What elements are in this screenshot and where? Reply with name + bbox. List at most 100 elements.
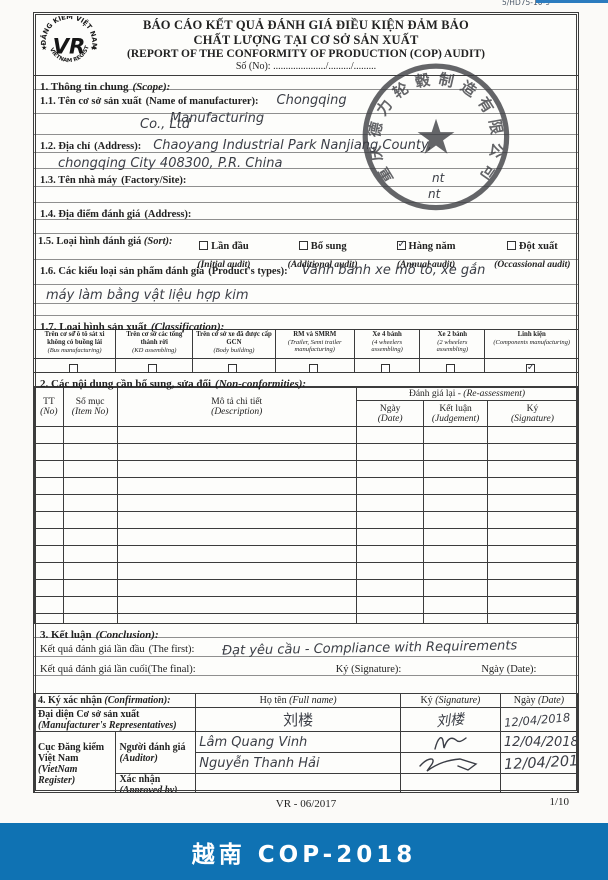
nonconformity-empty-row <box>34 477 578 495</box>
field-address: 1.2. Địa chỉ (Address): Chaoyang Industr… <box>34 135 578 153</box>
nonconformity-empty-row <box>34 511 578 529</box>
classification-col-trailer: RM và SMRM (Trailer, Semi trailer manufac… <box>275 330 355 359</box>
checkbox-initial-audit <box>199 241 209 250</box>
field-product-types-line2: máy làm bằng vật liệu hợp kim <box>34 285 578 304</box>
scan-edge-artifact <box>536 0 608 3</box>
approved-by-date <box>499 773 578 792</box>
col-header-description: Mô tả chi tiết (Description) <box>116 387 357 427</box>
field-product-types: 1.6. Các kiểu loại sản phẩm đánh giá (Pr… <box>34 260 578 285</box>
manufacturer-rep-signature: 刘楼 <box>399 707 501 732</box>
approved-by-signature <box>399 773 501 792</box>
doc-code: 5/HD75-10-9 <box>502 0 550 7</box>
col-header-reassessment: Đánh giá lại - (Re-assessment) <box>355 387 578 401</box>
section3-heading: 3. Kết luận (Conclusion): <box>34 624 578 641</box>
title-line3-en: (REPORT OF THE CONFORMITY OF PRODUCTION … <box>127 48 485 60</box>
nonconformity-empty-row <box>34 494 578 512</box>
auditor1-signature <box>399 731 501 753</box>
approved-by-label: Xác nhận (Approved by) <box>115 773 197 792</box>
field-audit-address: 1.4. Địa điểm đánh giá (Address): <box>34 203 578 220</box>
hw-product-types-2: máy làm bằng vật liệu hợp kim <box>46 288 249 303</box>
checkbox-annual-audit: ✓ <box>396 239 406 250</box>
page-number: 1/10 <box>549 796 569 808</box>
auditor1-date: 12/04/2018 <box>499 731 578 753</box>
hw-product-types-1: Vành banh xe mô tô, xe gắn <box>301 263 486 278</box>
sort-option-annual: ✓ Hàng năm (Annual audit) <box>396 239 456 270</box>
field-factory-site: 1.3. Tên nhà máy (Factory/Site): nt <box>34 169 578 187</box>
classification-table: Trên cơ sở ô tô sát xi không có buồng lá… <box>34 330 578 373</box>
col-header-date: Ngày (Date) <box>499 693 578 708</box>
confirmation-table: 4. Ký xác nhận (Confirmation): Họ tên (F… <box>34 693 578 792</box>
nonconformity-empty-row <box>34 562 578 580</box>
checkbox-additional-audit <box>298 241 308 250</box>
nonconformities-table: TT (No) Số mục (Item No) Mô tả chi tiết (De… <box>34 387 578 624</box>
vr-monogram: VR <box>53 35 86 60</box>
col-header-fullname: Họ tên (Full name) <box>195 693 401 708</box>
hw-manufacturer-1: Chongqing <box>276 93 347 108</box>
hw-nt-2: nt <box>428 187 441 201</box>
col-header-judgement: Kết luận (Judgement) <box>423 400 488 427</box>
signature-scribble-icon <box>434 736 468 750</box>
nonconformity-empty-row <box>34 528 578 546</box>
field-product-types-line3 <box>34 304 578 316</box>
manufacturer-rep-name: 刘楼 <box>195 707 401 732</box>
form-footer: VR - 06/2017 1/10 <box>33 796 579 810</box>
logo-star-left-icon: ★ <box>41 44 47 52</box>
nonconformity-empty-row <box>34 426 578 444</box>
auditor2-date: 12/04/2018 <box>499 752 578 774</box>
col-header-date: Ngày (Date) <box>355 400 425 427</box>
field-audit-sort: 1.5. Loại hình đánh giá (Sort): Lần đầu … <box>34 234 578 270</box>
auditor2-signature <box>399 752 501 774</box>
vietnam-register-logo: ĐĂNG KIỂM VIỆT NAM VIETNAM REGISTER ★ ★ … <box>40 16 98 64</box>
col-header-item: Số mục (Item No) <box>62 387 118 427</box>
nonconformity-empty-row <box>34 460 578 478</box>
auditor1-name: Lâm Quang Vinh <box>195 731 401 753</box>
section2-heading: 2. Các nội dung cần bổ sung, sửa đổi (No… <box>34 373 578 390</box>
nonconformity-empty-row <box>34 443 578 461</box>
checkbox-components: ✓ <box>525 362 536 372</box>
checkbox-4wheel <box>381 364 391 372</box>
hw-manufacturer-3: Co., Ltd <box>140 117 191 132</box>
checkbox-kd <box>148 364 158 372</box>
classification-col-4wheel: Xe 4 bánh (4 wheelers assembling) <box>354 330 421 359</box>
manufacturer-rep-label: Đại diện Cơ sở sản xuất (Manufacturer's R… <box>34 707 197 732</box>
logo-star-right-icon: ★ <box>90 44 96 52</box>
field-address-line2: chongqing City 408300, P.R. China <box>34 153 578 171</box>
field-factory-site-line2: nt <box>34 187 578 203</box>
checkbox-trailer <box>308 364 318 372</box>
hw-nt-1: nt <box>432 171 445 185</box>
field-classification-heading: 1.7. Loại hình sản xuất (Classification)… <box>34 316 578 333</box>
col-header-signature: Ký (Signature) <box>486 400 578 427</box>
checkbox-occasional-audit <box>506 241 516 250</box>
final-sign-label: Ký (Signature): <box>335 664 402 675</box>
classification-col-body: Trên cơ sở xe đã được cấp GCN (Body build… <box>193 330 276 359</box>
approved-by-name <box>195 773 401 792</box>
classification-col-kd: Trên cơ sở các tổng thành rời (KD assembl… <box>116 330 194 359</box>
form-header: ĐĂNG KIỂM VIỆT NAM VIETNAM REGISTER ★ ★ … <box>34 13 578 76</box>
classification-col-2wheel: Xe 2 bánh (2 wheelers assembling) <box>420 330 486 359</box>
title-line1: BÁO CÁO KẾT QUẢ ĐÁNH GIÁ ĐIỀU KIỆN ĐẢM B… <box>143 18 469 32</box>
report-number-line: Số (No): ...................../.........… <box>235 61 377 72</box>
nonconformity-empty-row <box>34 545 578 563</box>
caption-text: 越南 COP-2018 <box>191 841 417 868</box>
classification-col-bus: Trên cơ sở ô tô sát xi không có buồng lá… <box>34 330 117 359</box>
field-manufacturer-name: 1.1. Tên cơ sở sản xuất (Name of manufac… <box>34 90 578 126</box>
field-manufacturer-name-line2: Co., Ltd <box>34 114 578 135</box>
section1-heading: 1. Thông tin chung (Scope): <box>34 76 578 93</box>
manufacturer-rep-date: 12/04/2018 <box>499 707 578 732</box>
checkbox-2wheel <box>446 364 456 372</box>
field-audit-address-line2 <box>34 220 578 234</box>
conclusion-first: Kết quả đánh giá lần đầu (The first): Đạ… <box>34 638 578 659</box>
sort-option-additional: Bổ sung (Additional audit) <box>287 241 358 270</box>
hw-address-2: chongqing City 408300, P.R. China <box>58 156 283 171</box>
auditor2-name: Nguyễn Thanh Hải <box>195 752 401 774</box>
title-line2: CHẤT LƯỢNG TẠI CƠ SỞ SẢN XUẤT <box>193 33 419 47</box>
final-date-label: Ngày (Date): <box>481 664 537 675</box>
hw-conclusion: Đạt yêu cầu - Compliance with Requiremen… <box>222 638 518 659</box>
hw-address-1: Chaoyang Industrial Park Nanjiang County… <box>153 138 432 153</box>
nonconformity-empty-row <box>34 613 578 624</box>
classification-col-components: Linh kiện (Components manufacturing) <box>485 330 578 359</box>
col-header-sign: Ký (Signature) <box>399 693 501 708</box>
form-code: VR - 06/2017 <box>275 798 337 810</box>
nonconformity-empty-row <box>34 579 578 597</box>
signature-scribble-icon <box>419 757 478 772</box>
